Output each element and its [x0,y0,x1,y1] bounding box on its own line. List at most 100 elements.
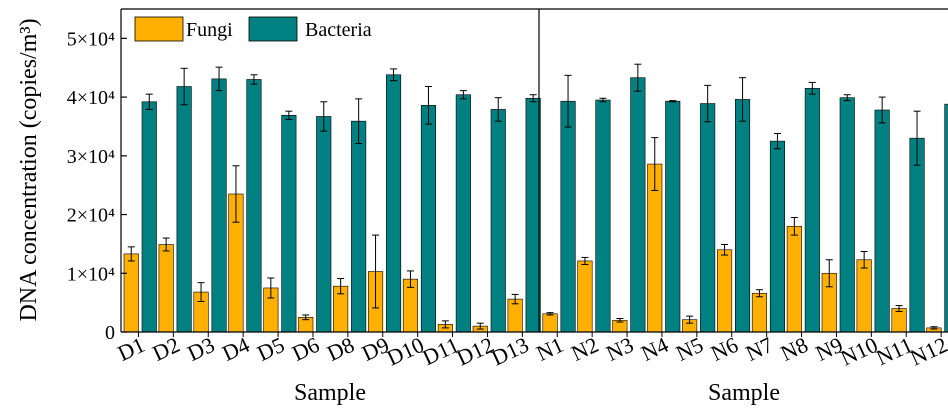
x-tick-label: N1 [532,332,567,366]
error-bar-fungi-d13 [511,293,519,305]
error-bar-fungi-d8 [337,278,345,295]
bar-bacteria-d8 [351,120,367,333]
bar-bacteria-d9 [385,74,402,333]
x-tick-label: D4 [218,332,253,366]
bar-bacteria-n12 [944,103,948,333]
bar-bacteria-n5 [700,103,716,333]
error-bar-bacteria-d5 [285,110,293,120]
error-bar-bacteria-n2 [599,97,607,103]
x-tick-label: D2 [149,332,184,366]
bar-bacteria-d2 [176,86,192,333]
x-tick-label: D5 [253,332,288,366]
error-bar-fungi-n12 [930,326,938,330]
error-bar-fungi-d10 [406,270,414,288]
bar-bacteria-n10 [874,109,890,333]
bars-layer [123,63,948,333]
x-tick-label: N8 [777,332,812,366]
error-bar-bacteria-d6 [320,101,328,132]
error-bar-bacteria-n5 [704,84,712,123]
error-bar-bacteria-n4 [669,100,677,103]
error-bar-bacteria-d1 [145,93,153,110]
bar-fungi-d2 [158,244,174,333]
y-tick-label: 3×10⁴ [67,146,115,168]
bar-bacteria-d1 [141,101,157,333]
error-bar-fungi-n5 [686,315,694,324]
error-bar-fungi-d4 [232,165,240,223]
error-bar-bacteria-n9 [843,94,851,102]
x-tick-label: D6 [288,332,323,366]
bar-bacteria-n9 [839,97,855,333]
error-bar-bacteria-n11 [913,110,921,166]
bar-bacteria-d5 [281,114,297,333]
error-bar-bacteria-d10 [424,86,432,125]
bar-bacteria-d3 [211,78,227,333]
bar-bacteria-d13 [525,97,541,333]
x-axis-label-left: Sample [294,380,366,406]
error-bar-fungi-n6 [721,243,729,256]
y-tick-label: 0 [105,322,115,344]
error-bar-bacteria-n8 [808,81,816,95]
error-bar-fungi-d6 [302,314,310,321]
bar-bacteria-n6 [734,99,751,333]
plot-frame [120,8,948,333]
error-bar-fungi-n1 [546,312,554,316]
error-bar-bacteria-d13 [529,94,537,103]
y-ticks: 0 1×10⁴ 2×10⁴ 3×10⁴ 4×10⁴ 5×10⁴ [67,28,127,344]
bar-fungi-n11 [891,308,907,333]
y-axis-label: DNA concentration (copies/m³) [16,18,42,321]
bar-bacteria-n7 [769,140,786,333]
error-bar-bacteria-d11 [459,90,467,100]
error-bar-fungi-n8 [790,216,798,236]
error-bar-fungi-d3 [197,282,205,302]
x-tick-label: N2 [567,332,602,366]
error-bar-fungi-d11 [441,320,449,329]
x-tick-label: N5 [672,332,707,366]
bar-bacteria-n11 [909,137,925,333]
bar-fungi-n6 [716,249,733,333]
error-bar-bacteria-d2 [180,67,188,106]
error-bar-bacteria-d9 [390,68,398,82]
bar-bacteria-n4 [665,100,681,333]
y-tick-label: 5×10⁴ [67,28,115,50]
bar-fungi-n2 [577,260,593,333]
legend: Fungi Bacteria [134,16,372,42]
legend-swatch-fungi [134,16,184,42]
bar-bacteria-n8 [804,87,820,333]
error-bar-fungi-n2 [581,256,589,265]
error-bar-fungi-d1 [127,246,135,262]
bar-bacteria-n1 [560,100,576,333]
error-bar-bacteria-d12 [494,97,502,122]
error-bar-bacteria-n6 [739,77,747,122]
y-tick-label: 4×10⁴ [67,87,115,109]
x-tick-label: N4 [637,332,672,366]
error-bar-fungi-n4 [651,137,659,191]
error-bar-bacteria-n1 [564,74,572,128]
bar-fungi-n10 [856,259,872,333]
x-tick-label: D13 [488,332,533,371]
error-bar-bacteria-d3 [215,66,223,92]
bar-fungi-n8 [786,225,802,333]
error-bar-fungi-n10 [860,251,868,269]
error-bar-fungi-n7 [755,289,763,298]
bar-bacteria-d4 [246,79,262,333]
bar-bacteria-n2 [595,99,611,333]
legend-swatch-bacteria [248,16,298,42]
x-tick-label: N3 [602,332,637,366]
error-bar-fungi-n3 [616,317,624,323]
x-tick-label: N7 [742,332,777,366]
bar-bacteria-d11 [455,94,471,333]
error-bar-bacteria-n10 [878,96,886,124]
error-bar-fungi-d12 [476,322,484,330]
bar-bacteria-d10 [420,105,437,333]
y-tick-label: 1×10⁴ [67,263,115,285]
x-tick-label: N12 [906,332,948,371]
bar-bacteria-d12 [490,109,506,333]
error-bar-fungi-d5 [267,277,275,299]
error-bar-bacteria-d8 [355,98,363,144]
bar-fungi-n1 [542,313,558,333]
bar-fungi-d1 [123,253,139,333]
error-bar-bacteria-n3 [634,63,642,92]
